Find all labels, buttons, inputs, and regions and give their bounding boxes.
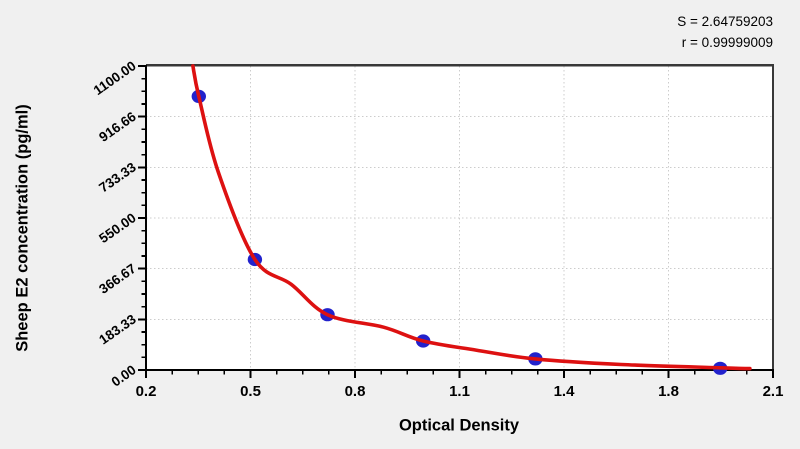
- y-tick-label: 366.67: [96, 261, 138, 297]
- y-tick-label: 0.00: [109, 362, 139, 389]
- x-tick-label: 0.2: [136, 383, 157, 400]
- x-tick-label: 2.1: [763, 383, 784, 400]
- y-tick-label: 733.33: [96, 159, 139, 195]
- fit-statistic-s: S = 2.64759203: [677, 14, 773, 29]
- y-tick-label: 1100.00: [91, 58, 139, 98]
- fitted-curve-line: [191, 64, 752, 371]
- x-tick-label: 1.1: [449, 383, 470, 400]
- x-axis-title: Optical Density: [398, 416, 520, 435]
- x-tick-label: 1.4: [554, 383, 576, 400]
- x-tick-label: 0.8: [345, 383, 366, 400]
- fit-statistic-r: r = 0.99999009: [681, 35, 773, 50]
- y-tick-label: 183.33: [96, 311, 139, 347]
- fit-statistics: S = 2.64759203 r = 0.99999009: [677, 11, 773, 53]
- y-tick-label: 916.66: [96, 109, 139, 145]
- y-tick-label: 550.00: [96, 210, 138, 246]
- x-tick-label: 0.5: [240, 383, 261, 400]
- x-tick-label: 1.8: [658, 383, 679, 400]
